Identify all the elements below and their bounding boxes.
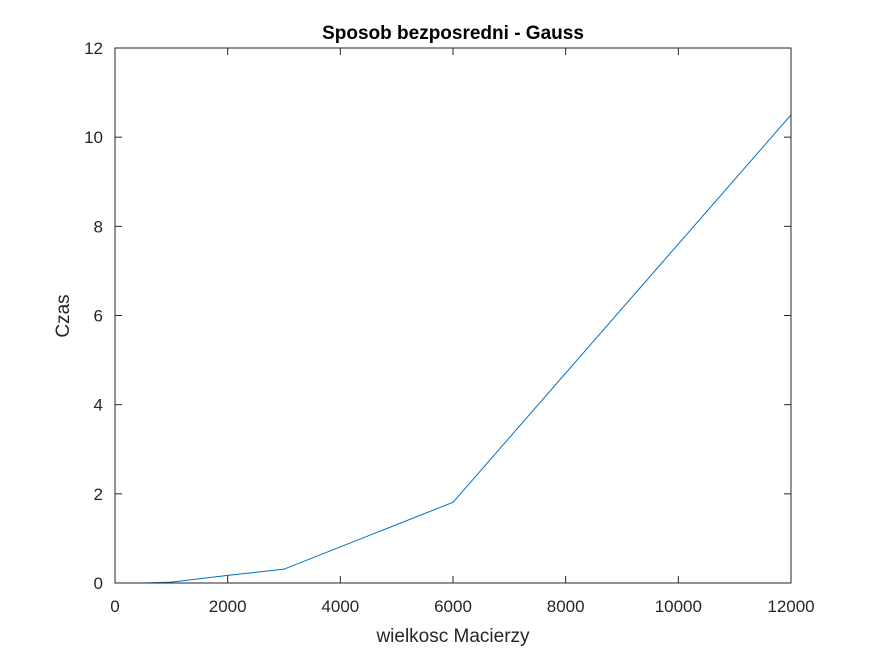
data-point (227, 574, 229, 577)
y-tick-label: 4 (94, 396, 103, 415)
data-point (283, 568, 285, 570)
y-tick-labels: 0 2 4 6 8 10 12 (84, 39, 103, 593)
y-tick-label: 12 (84, 39, 103, 58)
y-tick-label: 6 (94, 307, 103, 326)
y-tick-label: 2 (94, 485, 103, 504)
x-tick-label: 2000 (209, 597, 247, 616)
y-tick-label: 8 (94, 217, 103, 236)
x-tick-label: 4000 (321, 597, 359, 616)
axes-box (114, 47, 792, 584)
data-point (452, 501, 454, 503)
x-tick-label: 0 (110, 597, 119, 616)
x-tick-labels: 0 2000 4000 6000 8000 10000 12000 (110, 597, 814, 616)
data-point (170, 581, 172, 583)
x-tick-label: 8000 (547, 597, 585, 616)
plot-area (115, 48, 791, 583)
series-line (143, 114, 792, 584)
chart-title: Sposob bezposredni - Gauss (322, 23, 584, 44)
y-tick-label: 0 (94, 574, 103, 593)
x-tick-label: 10000 (655, 597, 702, 616)
x-axis-label: wielkosc Macierzy (375, 626, 530, 647)
y-tick-label: 10 (84, 128, 103, 147)
x-tick-label: 12000 (767, 597, 814, 616)
x-tick-label: 6000 (434, 597, 472, 616)
y-axis-label: Czas (53, 294, 74, 337)
